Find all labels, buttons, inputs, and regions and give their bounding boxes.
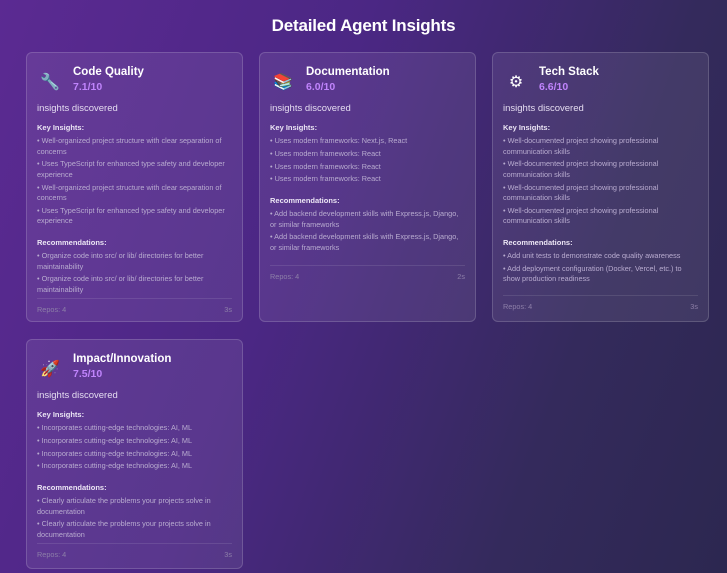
insights-list: • Well-documented project showing profes… <box>503 136 698 229</box>
insight-item: • Well-organized project structure with … <box>37 182 222 203</box>
score: 6.0/10 <box>306 81 336 93</box>
insight-item: • Uses modern frameworks: Next.js, React <box>270 136 408 145</box>
duration: 3s <box>224 304 232 314</box>
repos-count: Repos: 4 <box>37 304 67 314</box>
recommendations-heading: Recommendations: <box>503 238 573 248</box>
card-title: Impact/Innovation <box>73 353 172 365</box>
agent-card-documentation: 📚 Documentation 6.0/10 insights discover… <box>259 52 476 322</box>
recommendation-item: • Clearly articulate the problems your p… <box>37 519 211 539</box>
recommendation-item: • Add unit tests to demonstrate code qua… <box>503 251 681 261</box>
recommendation-item: • Organize code into src/ or lib/ direct… <box>37 274 204 294</box>
insights-discovered: insights discovered <box>37 390 118 401</box>
recommendation-item: • Clearly articulate the problems your p… <box>37 496 211 516</box>
recommendations-heading: Recommendations: <box>270 196 340 206</box>
insight-item: • Incorporates cutting-edge technologies… <box>37 448 193 458</box>
insight-item: • Uses TypeScript for enhanced type safe… <box>37 159 225 179</box>
recommendations-heading: Recommendations: <box>37 238 107 248</box>
recommendation-item: • Add backend development skills with Ex… <box>270 209 459 229</box>
insight-item: • Well-documented project showing profes… <box>503 205 659 226</box>
recommendations-list: • Add unit tests to demonstrate code qua… <box>503 251 698 287</box>
rocket-icon: 🚀 <box>40 361 60 378</box>
recommendations-list: • Organize code into src/ or lib/ direct… <box>37 251 232 298</box>
recommendations-heading: Recommendations: <box>37 483 107 493</box>
score: 6.6/10 <box>539 81 569 93</box>
key-insights-heading: Key Insights: <box>37 123 85 132</box>
duration: 2s <box>457 271 465 281</box>
card-footer: Repos: 4 3s <box>37 542 232 559</box>
card-footer: Repos: 4 3s <box>503 295 698 311</box>
agent-card-tech-stack: ⚙ Tech Stack 6.6/10 insights discovered … <box>492 52 709 322</box>
card-footer: Repos: 4 2s <box>270 264 465 281</box>
insights-list: • Uses modern frameworks: Next.js, React… <box>270 136 465 187</box>
card-header: 📚 Documentation 6.0/10 <box>270 65 465 95</box>
card-header: 🚀 Impact/Innovation 7.5/10 <box>37 352 232 382</box>
page-title: Detailed Agent Insights <box>271 16 456 35</box>
insight-item: • Well-documented project showing profes… <box>503 182 659 203</box>
recommendations-list: • Add backend development skills with Ex… <box>270 209 465 256</box>
repos-count: Repos: 4 <box>37 549 67 559</box>
agent-insights-grid: 🔧 Code Quality 7.1/10 insights discovere… <box>26 52 709 569</box>
card-title: Tech Stack <box>539 66 599 78</box>
key-insights-heading: Key Insights: <box>37 410 85 419</box>
insight-item: • Uses modern frameworks: React <box>270 148 381 158</box>
gear-icon: ⚙ <box>508 74 524 91</box>
duration: 3s <box>690 302 698 311</box>
insight-item: • Incorporates cutting-edge technologies… <box>37 435 193 445</box>
insights-list: • Incorporates cutting-edge technologies… <box>37 423 232 474</box>
insights-discovered: insights discovered <box>37 103 118 114</box>
key-insights-heading: Key Insights: <box>503 123 551 132</box>
insight-item: • Uses modern frameworks: React <box>270 161 381 171</box>
insights-discovered: insights discovered <box>270 103 351 114</box>
repos-count: Repos: 4 <box>270 271 300 281</box>
repos-count: Repos: 4 <box>503 302 533 311</box>
insight-item: • Well-organized project structure with … <box>37 136 222 156</box>
books-icon: 📚 <box>273 74 293 91</box>
recommendation-item: • Organize code into src/ or lib/ direct… <box>37 251 204 271</box>
insight-item: • Uses modern frameworks: React <box>270 174 381 184</box>
insight-item: • Incorporates cutting-edge technologies… <box>37 461 193 471</box>
insight-item: • Well-documented project showing profes… <box>503 159 659 179</box>
card-title: Documentation <box>306 66 390 78</box>
card-header: ⚙ Tech Stack 6.6/10 <box>503 65 698 95</box>
agent-card-impact-innovation: 🚀 Impact/Innovation 7.5/10 insights disc… <box>26 339 243 569</box>
key-insights-heading: Key Insights: <box>270 123 318 132</box>
score: 7.1/10 <box>73 81 103 93</box>
recommendation-item: • Add deployment configuration (Docker, … <box>503 263 682 284</box>
wrench-icon: 🔧 <box>40 74 60 91</box>
insight-item: • Well-documented project showing profes… <box>503 136 659 156</box>
card-title: Code Quality <box>73 66 144 78</box>
insights-list: • Well-organized project structure with … <box>37 136 232 229</box>
duration: 3s <box>224 549 232 559</box>
insight-item: • Incorporates cutting-edge technologies… <box>37 423 193 432</box>
agent-card-code-quality: 🔧 Code Quality 7.1/10 insights discovere… <box>26 52 243 322</box>
card-footer: Repos: 4 3s <box>37 297 232 314</box>
insight-item: • Uses TypeScript for enhanced type safe… <box>37 205 225 226</box>
insights-discovered: insights discovered <box>503 103 584 114</box>
card-header: 🔧 Code Quality 7.1/10 <box>37 65 232 95</box>
score: 7.5/10 <box>73 368 103 380</box>
recommendations-list: • Clearly articulate the problems your p… <box>37 496 232 543</box>
recommendation-item: • Add backend development skills with Ex… <box>270 232 459 252</box>
